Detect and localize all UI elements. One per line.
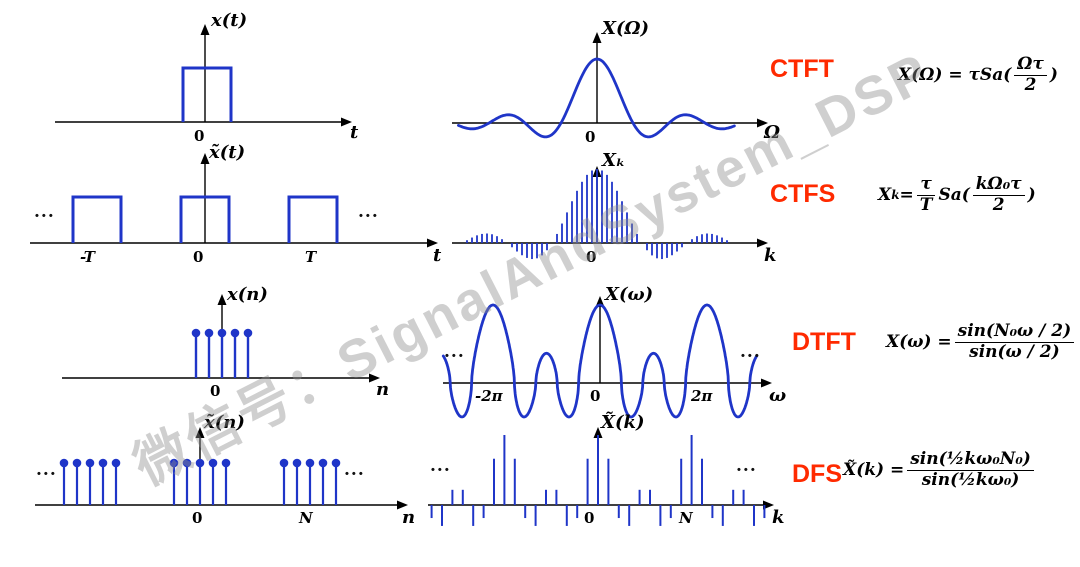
plot-title-ctfs-time: x̃(t) [209,142,246,163]
tick-ctft-freq-0: 0 [585,128,596,146]
tick-dfs-time-0: 0 [192,509,203,527]
tick-ctfs-freq-0: 0 [586,248,597,266]
plot-title-ctfs-freq: Xₖ [602,150,626,171]
tick-dfs-freq-N: N [679,509,693,527]
plot-title-dfs-time: x̃(n) [204,412,245,433]
plot-title-dtft-freq: X(ω) [605,284,654,305]
formula-ctft: X(Ω) = τSa(Ωτ 2) [898,54,1058,95]
transform-label-dfs: DFS [792,460,842,488]
tick-ctfs-time-minusT: -T [80,248,95,266]
axis-label-ctft-time: t [350,122,359,143]
axis-label-dfs-freq: k [772,507,785,528]
ellipsis-dfs-time-left: ... [36,460,57,480]
tick-ctft-time-0: 0 [194,127,205,145]
plot-title-dtft-time: x(n) [227,284,268,305]
transform-label-dtft: DTFT [792,328,856,356]
tick-dtft-time-0: 0 [210,382,221,400]
tick-dtft-freq-0: 0 [590,387,601,405]
transform-label-ctfs: CTFS [770,180,836,208]
formula-dtft: X(ω) = sin(N₀ω / 2) sin(ω / 2) [886,321,1077,362]
tick-dfs-freq-0: 0 [584,509,595,527]
tick-ctfs-time-0: 0 [193,248,204,266]
ellipsis-dfs-freq-left: ... [430,456,451,476]
ellipsis-dtft-freq-right: ... [740,342,761,362]
tick-dtft-freq-2pi: 2π [691,387,713,405]
ellipsis-dfs-time-right: ... [344,460,365,480]
ellipsis-ctfs-time-left: ... [34,202,55,222]
axis-label-ctfs-time: t [433,245,442,266]
axis-label-dfs-time: n [402,507,416,528]
axis-label-ctft-freq: Ω [764,122,781,143]
tick-dtft-freq-minus2pi: -2π [475,387,503,405]
axis-label-dtft-time: n [376,379,390,400]
ellipsis-dfs-freq-right: ... [736,456,757,476]
plot-title-ctft-freq: X(Ω) [602,18,650,39]
plot-title-dfs-freq: X̃(k) [601,412,645,433]
formula-dfs: X̃(k) = sin(½kω₀N₀) sin(½kω₀) [843,449,1037,490]
axis-label-ctfs-freq: k [764,245,777,266]
ellipsis-dtft-freq-left: ... [444,342,465,362]
ellipsis-ctfs-time-right: ... [358,202,379,222]
tick-dfs-time-N: N [299,509,313,527]
transform-label-ctft: CTFT [770,55,834,83]
axis-label-dtft-freq: ω [769,385,787,406]
plot-title-ctft-time: x(t) [211,10,248,31]
tick-ctfs-time-T: T [305,248,317,266]
